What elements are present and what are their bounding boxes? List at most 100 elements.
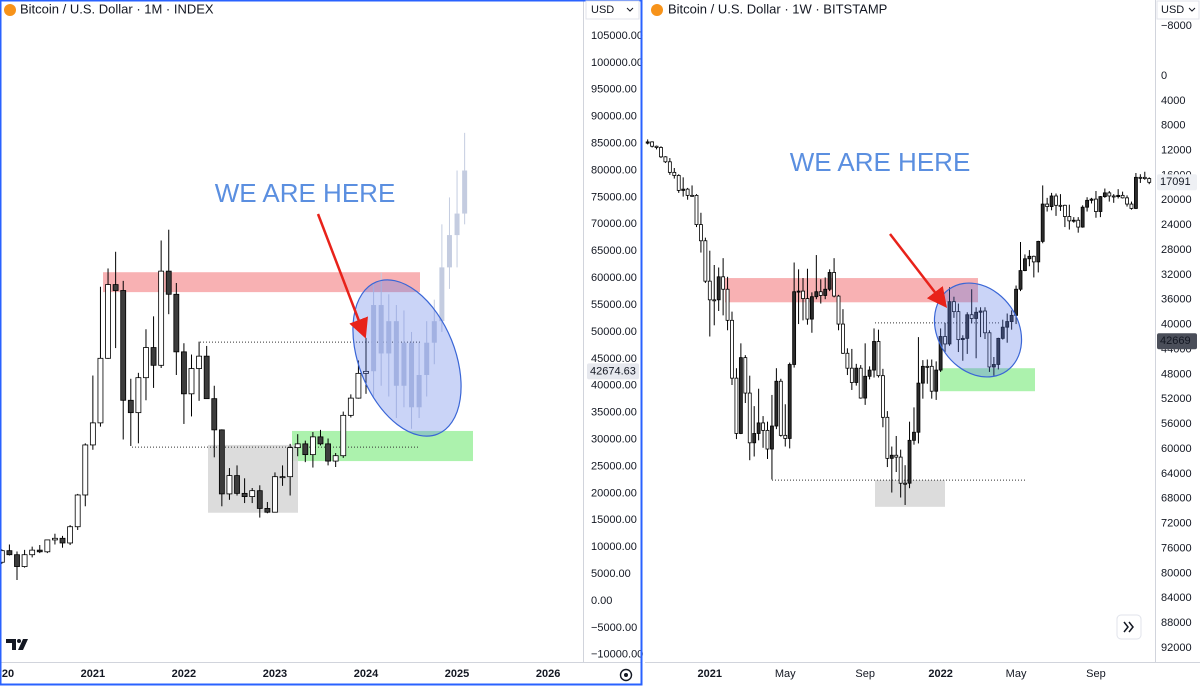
candle-body (987, 332, 992, 368)
candle-body (347, 397, 354, 416)
symbol-icon (4, 4, 663, 16)
candle-body (960, 337, 965, 341)
annotation-text: WE ARE HERE (790, 147, 971, 177)
y-tick-label: 36000 (1161, 294, 1192, 306)
projection-body (424, 342, 430, 375)
candle-body (1080, 206, 1085, 228)
candle-body (196, 355, 202, 369)
price-tag-label: 17091 (1160, 176, 1191, 188)
y-tick-label: 55000.00 (591, 299, 637, 311)
candle-body (1054, 195, 1058, 206)
candle-body (681, 188, 686, 191)
currency-label: USD (591, 4, 614, 16)
candle-body (854, 367, 859, 383)
candle-body (774, 380, 779, 427)
y-tick-label: 105000.00 (591, 30, 643, 42)
candle-body (943, 336, 947, 345)
candle-body (703, 240, 708, 282)
projection-body (462, 170, 468, 214)
y-tick-label: 4000 (1161, 95, 1185, 107)
candle-body (903, 482, 908, 485)
highlight-ellipse (933, 282, 1023, 378)
candle-body (920, 365, 925, 384)
y-tick-label: 80000.00 (591, 164, 637, 176)
candle-body (783, 434, 788, 439)
candle-body (801, 290, 805, 299)
y-tick-label: 85000.00 (591, 138, 637, 150)
currency-selector[interactable]: USD (1156, 0, 1200, 20)
y-tick-label: 0 (1161, 70, 1167, 82)
candle-body (1009, 314, 1014, 322)
candle-body (898, 456, 903, 484)
y-tick-label: 80000 (1161, 567, 1192, 579)
y-tick-label: 95000.00 (591, 84, 637, 96)
candle-body (1129, 203, 1134, 209)
price-tag (1157, 174, 1197, 191)
candle-body (1062, 204, 1067, 217)
y-tick-label: 60000 (1161, 443, 1192, 455)
candle-body (734, 377, 739, 434)
y-tick-label: 40000 (1161, 319, 1192, 331)
candle-body (823, 288, 828, 296)
currency-selector[interactable]: USD (585, 0, 640, 20)
candle-body (1049, 195, 1054, 207)
candle-body (787, 364, 792, 439)
candle-body (761, 422, 765, 431)
y-tick-label: 32000 (1161, 269, 1192, 281)
candle-body (770, 425, 774, 450)
candle-body (885, 416, 890, 459)
candle-body (44, 539, 51, 553)
y-tick-label: 45000.00 (591, 353, 637, 365)
candle-body (325, 443, 331, 462)
candle-body (150, 347, 157, 366)
candle-body (965, 314, 970, 339)
candle-body (907, 439, 912, 484)
candle-body (1089, 198, 1094, 201)
candle-body (969, 314, 974, 319)
y-tick-label: 84000 (1161, 592, 1192, 604)
candle-body (218, 429, 225, 495)
projection-body (409, 342, 415, 408)
y-tick-label: 88000 (1161, 617, 1192, 629)
settings-button[interactable] (619, 668, 633, 682)
candle-body (699, 224, 703, 242)
candle-body (1000, 326, 1005, 339)
last-price-tag-label: 42669 (1160, 335, 1191, 347)
candle-body (721, 276, 726, 290)
annotation-text: WE ARE HERE (215, 178, 396, 208)
price-zone (940, 368, 1035, 392)
candle-body (52, 537, 58, 541)
candle-body (203, 355, 210, 400)
candle-body (59, 537, 66, 544)
candle-body (143, 347, 149, 379)
candle-body (158, 270, 165, 366)
y-tick-label: −8000 (1161, 20, 1192, 32)
candle-body (743, 357, 748, 394)
candle-body (165, 270, 172, 295)
y-tick-label: 72000 (1161, 518, 1192, 530)
candle-body (725, 288, 730, 321)
candle-body (1125, 197, 1129, 205)
chart-title: Bitcoin / U.S. Dollar · 1W · BITSTAMP (668, 1, 887, 16)
candle-body (1085, 199, 1089, 208)
projection-body (446, 235, 452, 268)
candle-body (1014, 288, 1018, 316)
candle-body (667, 161, 672, 173)
candle-body (1094, 198, 1098, 212)
candle-body (659, 147, 663, 158)
axes: −10000.00 −5000.00 0.00 5000.00 10000.00 1500… (0, 20, 1197, 680)
scroll-button[interactable] (1116, 614, 1142, 640)
candle-body (241, 492, 248, 497)
candle-body (876, 341, 881, 377)
candle-body (279, 476, 286, 479)
x-tick-label: 2026 (536, 668, 560, 680)
candle-body (934, 369, 939, 392)
y-tick-label: 100000.00 (591, 57, 643, 69)
x-tick-label: 2024 (354, 668, 379, 680)
candle-body (676, 175, 681, 191)
candle-body (355, 372, 362, 399)
active-pane-border (0, 0, 643, 686)
candle-body (792, 291, 797, 365)
candle-body (1147, 178, 1152, 183)
candle-body (974, 311, 979, 319)
